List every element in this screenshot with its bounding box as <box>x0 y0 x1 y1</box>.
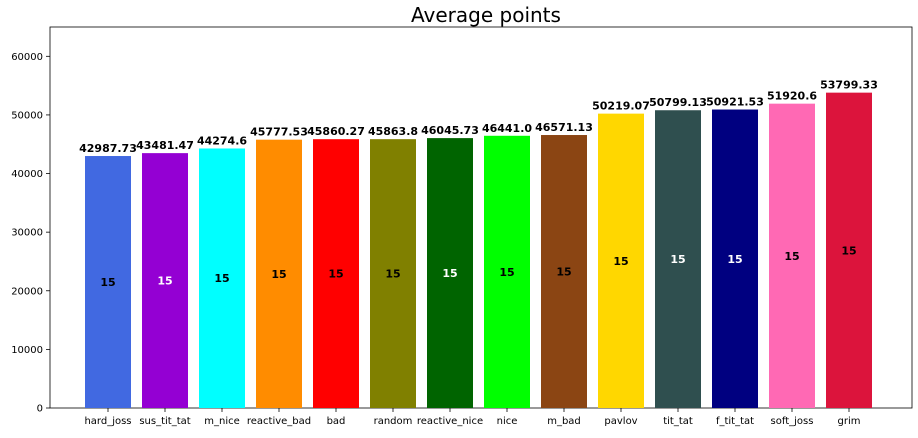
x-tick-label: m_bad <box>547 416 581 427</box>
bar-inner-label: 15 <box>271 268 286 281</box>
bar-inner-label: 15 <box>214 272 229 285</box>
x-tick-label: tit_tat <box>663 416 693 427</box>
x-tick-label: reactive_nice <box>417 416 483 427</box>
bar-inner-label: 15 <box>100 276 115 289</box>
bar <box>712 109 758 409</box>
x-tick-label: nice <box>497 416 518 427</box>
bar-inner-label: 15 <box>442 267 457 280</box>
bar <box>769 103 815 408</box>
bar-value-label: 46441.0 <box>482 122 532 135</box>
y-tick-label: 10000 <box>11 345 43 356</box>
bar-value-label: 50921.53 <box>706 96 764 109</box>
x-tick-label: bad <box>327 416 346 427</box>
bar-inner-label: 15 <box>613 255 628 268</box>
bar-value-label: 46045.73 <box>421 124 479 137</box>
bar <box>256 139 302 408</box>
plot-frame <box>49 26 913 409</box>
bar-value-label: 45863.8 <box>368 125 418 138</box>
bar-inner-label: 15 <box>157 275 172 288</box>
x-tick-label: random <box>374 416 413 427</box>
bar-inner-label: 15 <box>670 253 685 266</box>
bar-value-label: 50799.13 <box>649 96 707 109</box>
bar <box>484 135 530 408</box>
y-tick-label: 0 <box>37 404 43 415</box>
x-tick-label: reactive_bad <box>247 416 311 427</box>
y-tick-label: 60000 <box>11 52 43 63</box>
bar-value-label: 43481.47 <box>136 139 194 152</box>
bar-inner-label: 15 <box>556 266 571 279</box>
bar-inner-label: 15 <box>727 253 742 266</box>
bar-value-label: 45860.27 <box>307 125 365 138</box>
x-tick-label: m_nice <box>204 416 240 427</box>
bar-inner-label: 15 <box>784 250 799 263</box>
bar-value-label: 44274.6 <box>197 134 247 147</box>
plot-area: 0 10000 20000 30000 40000 50000 60000 hard_joss… <box>11 26 913 427</box>
bar-value-label: 51920.6 <box>767 90 817 103</box>
x-tick-label: grim <box>838 416 861 427</box>
x-tick-label: pavlov <box>604 416 637 427</box>
bar-inner-label: 15 <box>328 268 343 281</box>
bar-value-label: 45777.53 <box>250 126 308 139</box>
bar-value-label: 46571.13 <box>535 121 593 134</box>
x-tick-label: hard_joss <box>84 416 131 427</box>
bar-inner-label: 15 <box>499 266 514 279</box>
bar-inner-label: 15 <box>841 244 856 257</box>
bar <box>541 135 587 408</box>
chart-title: Average points <box>411 3 561 27</box>
bar <box>826 92 872 408</box>
y-tick-label: 20000 <box>11 286 43 297</box>
bar <box>313 139 359 408</box>
bar-value-label: 42987.73 <box>79 142 137 155</box>
bar <box>655 110 701 408</box>
x-tick-label: f_tit_tat <box>716 416 754 427</box>
bar-value-label: 53799.33 <box>820 79 878 92</box>
y-tick-label: 40000 <box>11 169 43 180</box>
bar <box>598 113 644 409</box>
x-tick-label: sus_tit_tat <box>139 416 190 427</box>
y-tick-label: 30000 <box>11 228 43 239</box>
bar-value-label: 50219.07 <box>592 100 650 113</box>
bar <box>199 148 245 408</box>
x-tick-label: soft_joss <box>771 416 814 427</box>
bar <box>142 153 188 408</box>
bar <box>370 139 416 408</box>
bar <box>85 156 131 408</box>
y-tick-label: 50000 <box>11 110 43 121</box>
bar <box>427 138 473 408</box>
bar-inner-label: 15 <box>385 268 400 281</box>
